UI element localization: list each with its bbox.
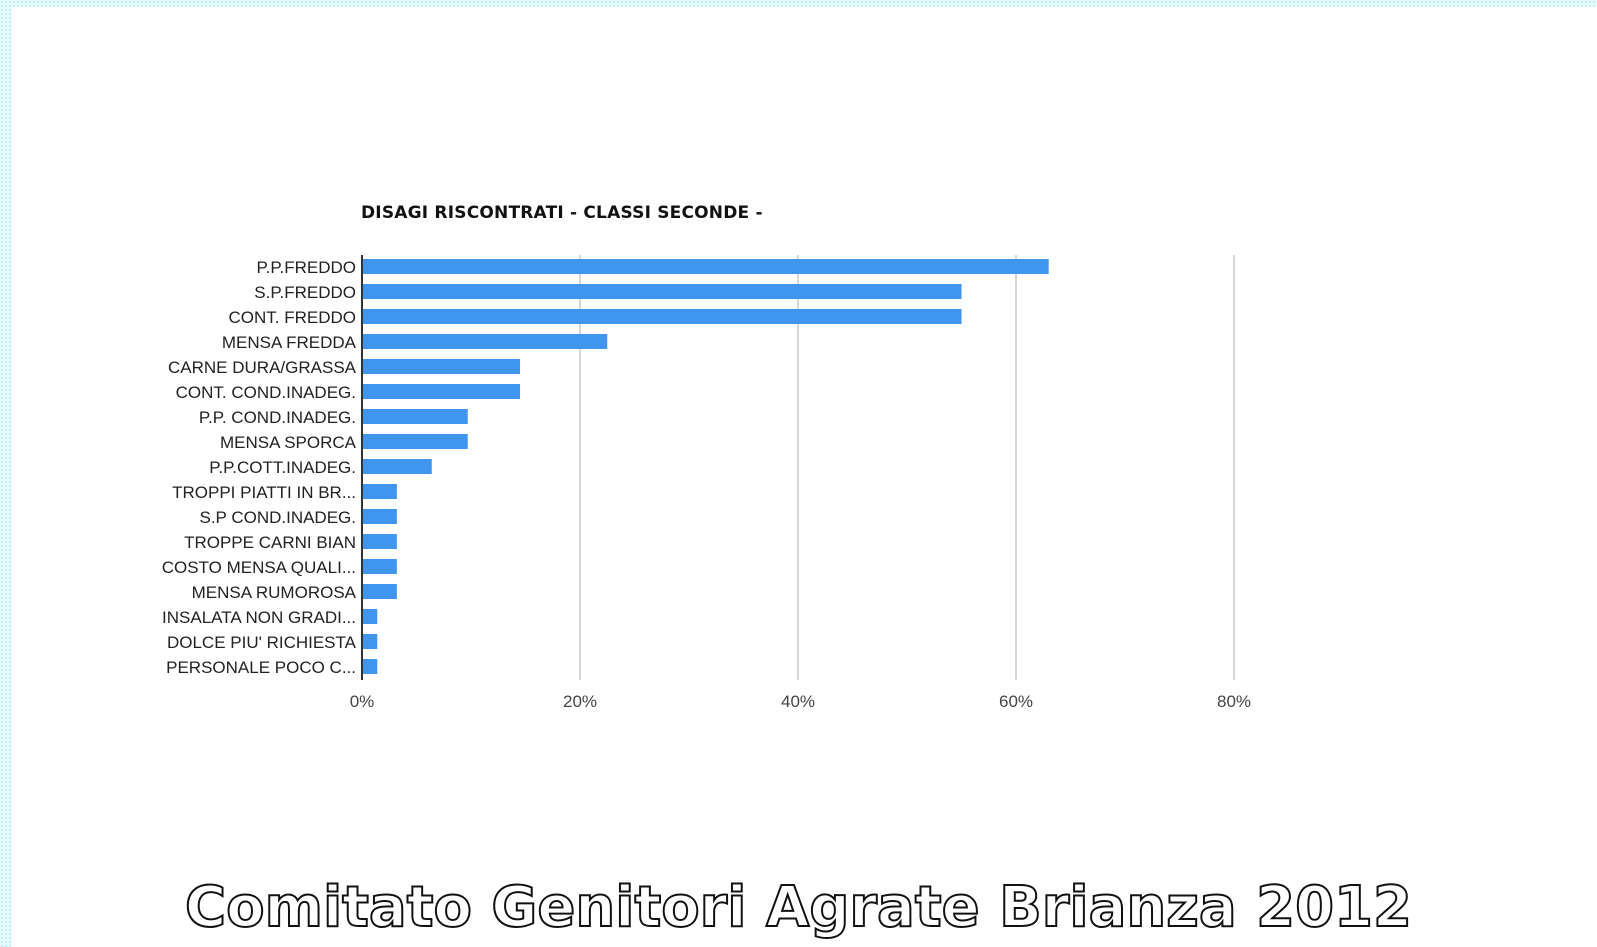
bar: [362, 309, 962, 324]
x-tick-label: 80%: [1217, 692, 1251, 711]
bar: [362, 484, 397, 499]
bar: [362, 434, 468, 449]
category-label: S.P.FREDDO: [254, 283, 356, 302]
footer-title: Comitato Genitori Agrate Brianza 2012: [184, 874, 1413, 941]
x-tick-label: 60%: [999, 692, 1033, 711]
bar: [362, 259, 1049, 274]
bar: [362, 559, 397, 574]
bar: [362, 459, 432, 474]
category-label: P.P. COND.INADEG.: [199, 408, 356, 427]
category-label: CONT. COND.INADEG.: [176, 383, 356, 402]
bar: [362, 584, 397, 599]
bar: [362, 284, 962, 299]
category-label: COSTO MENSA QUALI...: [162, 558, 356, 577]
category-label: P.P.COTT.INADEG.: [209, 458, 356, 477]
category-label: PERSONALE POCO C...: [166, 658, 356, 677]
chart-title: DISAGI RISCONTRATI - CLASSI SECONDE -: [361, 203, 763, 223]
x-tick-label: 0%: [350, 692, 375, 711]
bar: [362, 359, 521, 374]
x-tick-label: 40%: [781, 692, 815, 711]
bar: [362, 534, 397, 549]
category-label: CONT. FREDDO: [229, 308, 357, 327]
category-label: CARNE DURA/GRASSA: [168, 358, 357, 377]
x-tick-label: 20%: [563, 692, 597, 711]
category-label: DOLCE PIU' RICHIESTA: [167, 633, 357, 652]
bar: [362, 609, 378, 624]
category-label: P.P.FREDDO: [256, 258, 356, 277]
category-label: INSALATA NON GRADI...: [162, 608, 356, 627]
bar: [362, 509, 397, 524]
bar: [362, 334, 608, 349]
bar: [362, 659, 378, 674]
category-label: S.P COND.INADEG.: [200, 508, 357, 527]
category-label: MENSA FREDDA: [222, 333, 357, 352]
category-label: MENSA RUMOROSA: [192, 583, 357, 602]
bar: [362, 409, 468, 424]
bar: [362, 384, 521, 399]
category-label: TROPPI PIATTI IN BR...: [172, 483, 356, 502]
category-label: TROPPE CARNI BIAN: [184, 533, 356, 552]
slide-panel: [12, 7, 1597, 947]
bar: [362, 634, 378, 649]
category-label: MENSA SPORCA: [220, 433, 357, 452]
